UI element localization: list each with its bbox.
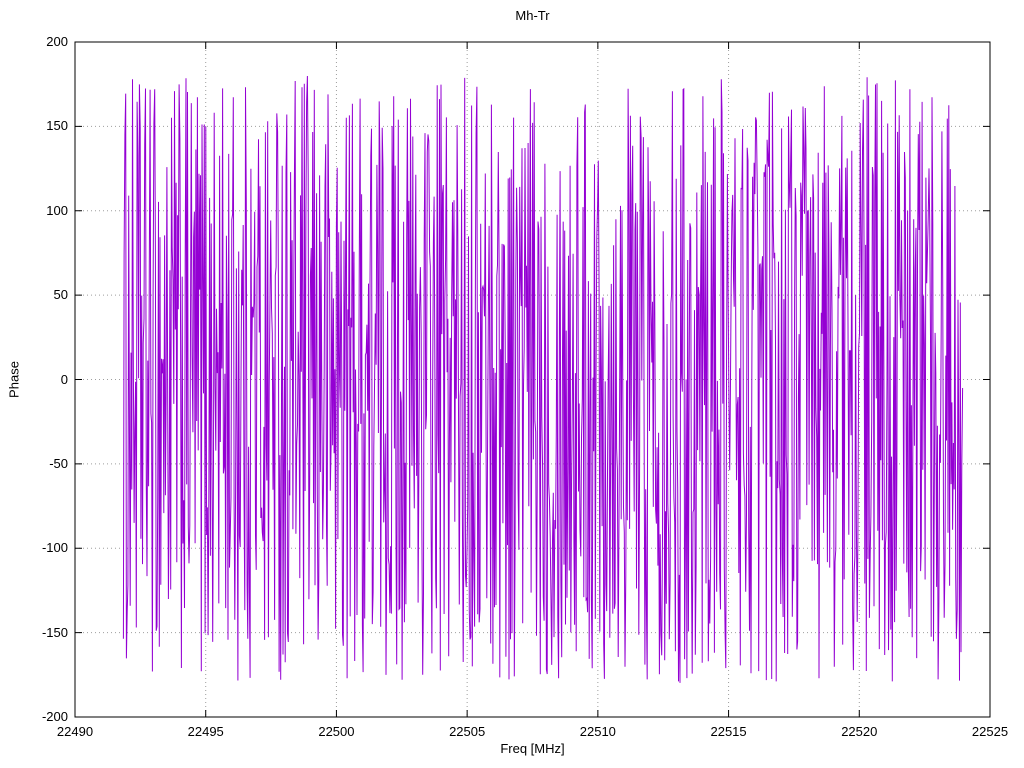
y-tick-label: -200 [41, 709, 68, 724]
y-tick-label: -150 [41, 624, 68, 640]
phase-series-line [122, 75, 964, 683]
chart-title: Mh-Tr [515, 8, 550, 23]
x-tick-label: 22505 [449, 724, 486, 739]
y-tick-label: 200 [46, 34, 68, 49]
x-tick-label: 22490 [56, 724, 94, 739]
y-tick-label: 100 [46, 202, 68, 218]
x-tick-label: 22495 [187, 724, 224, 739]
x-tick-label: 22525 [971, 724, 1009, 739]
x-tick-label: 22515 [710, 724, 747, 739]
y-tick-label: 150 [46, 118, 68, 134]
x-tick-label: 22520 [841, 724, 878, 739]
plot-border [74, 41, 991, 718]
x-axis-label: Freq [MHz] [500, 741, 565, 756]
x-tick-label: 22510 [579, 724, 616, 739]
x-tick-label: 22500 [318, 724, 355, 739]
y-tick-label: 50 [53, 287, 68, 303]
y-tick-label: -100 [41, 540, 68, 556]
y-tick-label: -50 [49, 455, 68, 471]
y-tick-label: 0 [60, 371, 68, 387]
